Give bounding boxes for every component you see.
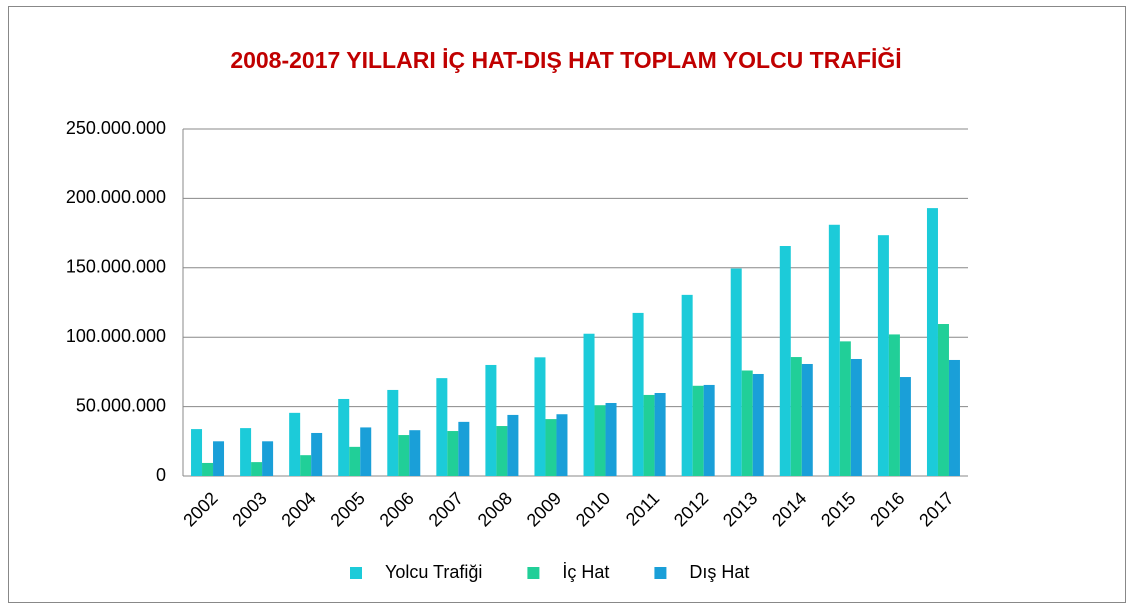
bar xyxy=(681,294,693,476)
legend-swatch xyxy=(527,567,540,579)
bar xyxy=(300,455,312,476)
bar xyxy=(202,462,214,476)
bar xyxy=(409,430,421,476)
bar xyxy=(839,341,851,476)
bar xyxy=(741,370,753,476)
bar xyxy=(888,334,900,476)
bar xyxy=(262,441,274,476)
bar xyxy=(213,441,225,476)
bar xyxy=(458,421,470,476)
legend-label: Dış Hat xyxy=(689,562,749,582)
bar xyxy=(643,394,655,476)
bar xyxy=(545,419,557,476)
bar xyxy=(850,358,862,476)
bar xyxy=(507,414,519,476)
bar xyxy=(828,224,840,476)
bar xyxy=(948,359,960,476)
legend-swatch xyxy=(654,567,667,579)
bar xyxy=(485,364,497,476)
y-tick-label: 200.000.000 xyxy=(66,187,166,207)
chart-border xyxy=(8,6,1126,603)
bar xyxy=(240,428,252,476)
bar xyxy=(692,385,704,476)
y-tick-label: 250.000.000 xyxy=(66,118,166,138)
bar xyxy=(632,312,644,476)
bar xyxy=(779,246,791,476)
bar xyxy=(556,414,568,476)
bar xyxy=(594,405,606,476)
bar xyxy=(436,378,448,476)
bar xyxy=(654,392,666,476)
y-tick-label: 150.000.000 xyxy=(66,257,166,277)
legend-swatch xyxy=(350,567,362,579)
legend-label: Yolcu Trafiği xyxy=(385,562,482,582)
bar xyxy=(703,384,715,476)
bar xyxy=(730,268,742,476)
y-tick-label: 0 xyxy=(156,465,166,485)
bar xyxy=(387,389,399,476)
bar xyxy=(583,333,595,476)
bar xyxy=(398,435,410,476)
bar xyxy=(752,373,764,476)
chart-title: 2008-2017 YILLARI İÇ HAT-DIŞ HAT TOPLAM … xyxy=(230,46,901,73)
bar xyxy=(899,377,911,476)
bar xyxy=(191,429,203,476)
bar xyxy=(360,427,372,476)
bar xyxy=(496,426,508,476)
bar xyxy=(534,357,546,476)
legend-label: İç Hat xyxy=(562,562,609,582)
bar xyxy=(926,208,938,476)
bar xyxy=(790,357,802,476)
bar xyxy=(311,432,323,476)
bar xyxy=(349,446,361,476)
bar xyxy=(338,398,350,476)
bar xyxy=(251,462,263,476)
bar xyxy=(937,324,949,476)
bar xyxy=(877,235,889,476)
bar xyxy=(801,363,813,476)
y-tick-label: 50.000.000 xyxy=(76,395,166,415)
bar xyxy=(289,412,301,476)
bar xyxy=(605,402,617,476)
bar xyxy=(447,431,459,476)
y-tick-label: 100.000.000 xyxy=(66,326,166,346)
